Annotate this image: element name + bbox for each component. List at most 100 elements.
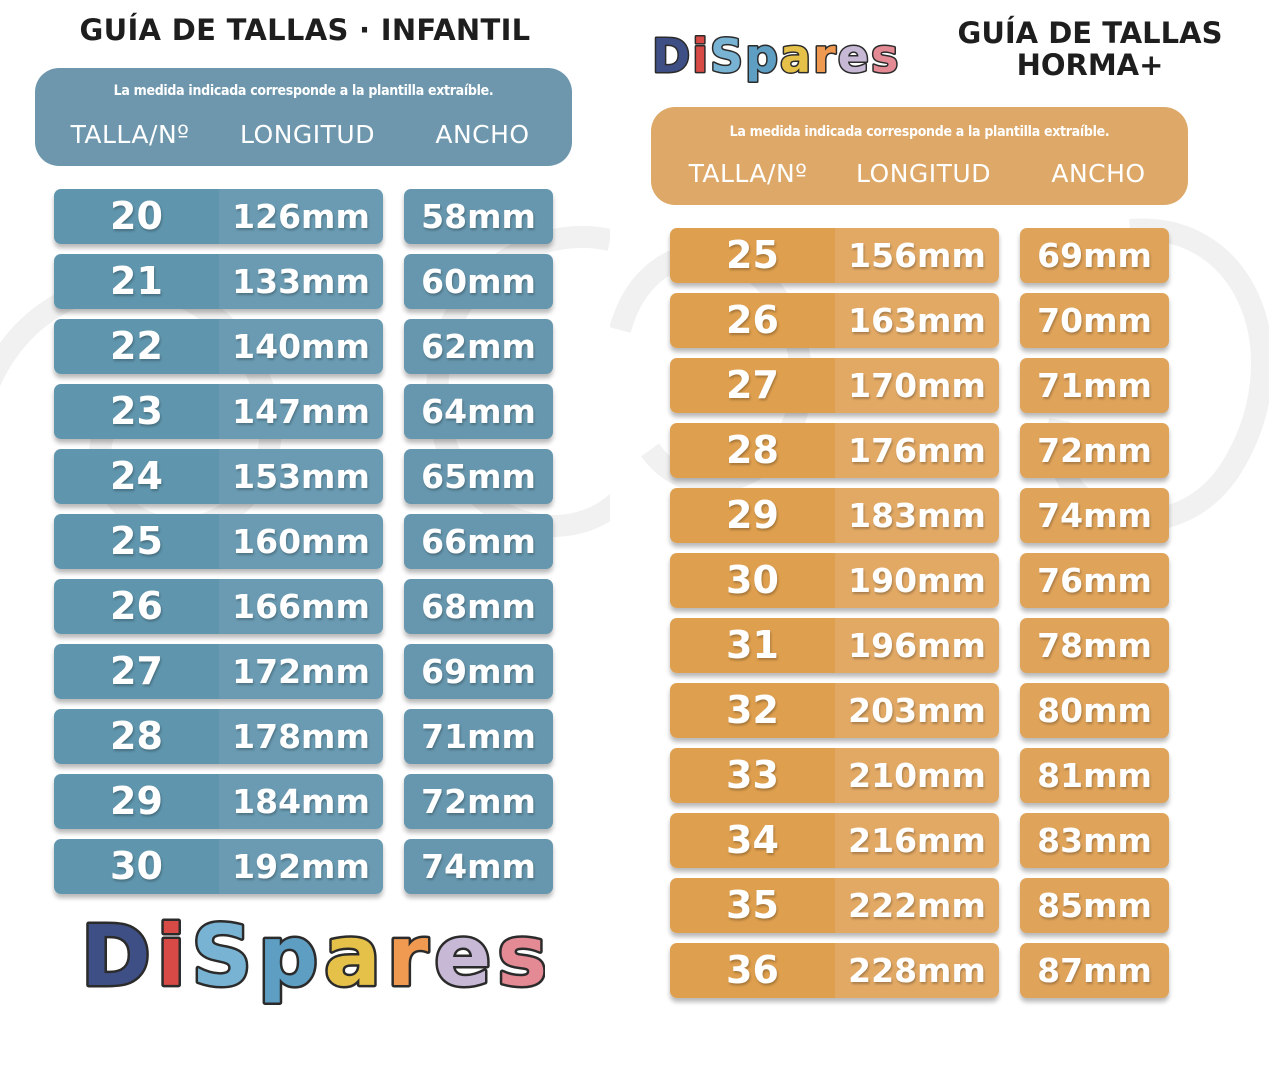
width-value: 74mm: [1037, 496, 1152, 535]
size-segment: [54, 839, 219, 894]
size-length-pill: 33 210mm: [670, 748, 999, 803]
right-size-row-35: 35 222mm 85mm: [610, 878, 1269, 933]
right-size-row-30: 30 190mm 76mm: [610, 553, 1269, 608]
left-size-row-30: 30 192mm 74mm: [0, 839, 610, 894]
logo-letter: r: [813, 29, 838, 83]
width-value: 69mm: [421, 652, 536, 691]
horma-size-guide-panel: DiSpares GUÍA DE TALLAS HORMA+ La medida…: [610, 0, 1269, 1069]
length-value: 228mm: [848, 951, 986, 990]
length-segment: [835, 423, 999, 478]
size-value: 30: [110, 844, 163, 888]
size-length-pill: 25 160mm: [54, 514, 383, 569]
length-segment: [219, 449, 383, 504]
right-size-row-25: 25 156mm 69mm: [610, 228, 1269, 283]
size-length-pill: 36 228mm: [670, 943, 999, 998]
width-pill: 70mm: [1020, 293, 1169, 348]
size-segment: [670, 618, 835, 673]
length-segment: [835, 228, 999, 283]
length-value: 172mm: [232, 652, 370, 691]
left-size-row-23: 23 147mm 64mm: [0, 384, 610, 439]
size-value: 30: [726, 558, 779, 602]
length-value: 163mm: [848, 301, 986, 340]
size-length-pill: 26 163mm: [670, 293, 999, 348]
logo-letter: S: [192, 907, 259, 1005]
left-size-row-25: 25 160mm 66mm: [0, 514, 610, 569]
width-pill: 66mm: [404, 514, 553, 569]
length-value: 126mm: [232, 197, 370, 236]
size-value: 23: [110, 389, 163, 433]
length-value: 192mm: [232, 847, 370, 886]
width-value: 85mm: [1037, 886, 1152, 925]
size-value: 27: [110, 649, 163, 693]
right-size-row-27: 27 170mm 71mm: [610, 358, 1269, 413]
width-pill: 69mm: [1020, 228, 1169, 283]
width-value: 81mm: [1037, 756, 1152, 795]
size-segment: [54, 774, 219, 829]
length-value: 160mm: [232, 522, 370, 561]
size-length-pill: 20 126mm: [54, 189, 383, 244]
logo-letter: S: [710, 29, 745, 83]
dispares-logo: DiSpares: [79, 905, 546, 1005]
size-value: 29: [726, 493, 779, 537]
size-segment: [670, 358, 835, 413]
length-value: 140mm: [232, 327, 370, 366]
right-size-row-36: 36 228mm 87mm: [610, 943, 1269, 998]
size-segment: [670, 813, 835, 868]
width-value: 72mm: [421, 782, 536, 821]
width-value: 71mm: [421, 717, 536, 756]
width-value: 87mm: [1037, 951, 1152, 990]
logo-letter: D: [652, 29, 692, 83]
right-size-row-32: 32 203mm 80mm: [610, 683, 1269, 738]
width-pill: 58mm: [404, 189, 553, 244]
kids-header-size: TALLA/Nº: [70, 120, 190, 149]
left-size-row-27: 27 172mm 69mm: [0, 644, 610, 699]
size-value: 21: [110, 259, 163, 303]
width-pill: 60mm: [404, 254, 553, 309]
right-size-row-29: 29 183mm 74mm: [610, 488, 1269, 543]
length-value: 147mm: [232, 392, 370, 431]
size-segment: [54, 189, 219, 244]
logo-letter: D: [81, 907, 157, 1005]
length-value: 176mm: [848, 431, 986, 470]
length-segment: [219, 644, 383, 699]
logo-letter: i: [692, 29, 710, 83]
horma-header-length: LONGITUD: [856, 159, 991, 188]
right-size-row-31: 31 196mm 78mm: [610, 618, 1269, 673]
size-length-pill: 26 166mm: [54, 579, 383, 634]
size-length-pill: 29 183mm: [670, 488, 999, 543]
size-segment: [54, 709, 219, 764]
size-length-pill: 27 170mm: [670, 358, 999, 413]
length-value: 183mm: [848, 496, 986, 535]
width-value: 80mm: [1037, 691, 1152, 730]
size-segment: [670, 878, 835, 933]
size-value: 29: [110, 779, 163, 823]
dispares-logo: DiSpares: [651, 28, 899, 85]
logo-letter: a: [780, 29, 813, 83]
width-pill: 85mm: [1020, 878, 1169, 933]
right-size-row-28: 28 176mm 72mm: [610, 423, 1269, 478]
length-value: 153mm: [232, 457, 370, 496]
size-value: 34: [726, 818, 779, 862]
width-pill: 81mm: [1020, 748, 1169, 803]
kids-header-width: ANCHO: [435, 120, 530, 149]
size-segment: [670, 748, 835, 803]
length-value: 156mm: [848, 236, 986, 275]
left-size-row-22: 22 140mm 62mm: [0, 319, 610, 374]
horma-header-size: TALLA/Nº: [688, 159, 808, 188]
size-value: 28: [726, 428, 779, 472]
length-value: 196mm: [848, 626, 986, 665]
size-length-pill: 22 140mm: [54, 319, 383, 374]
size-segment: [670, 943, 835, 998]
width-pill: 76mm: [1020, 553, 1169, 608]
size-value: 25: [726, 233, 779, 277]
length-segment: [835, 813, 999, 868]
left-size-row-20: 20 126mm 58mm: [0, 189, 610, 244]
logo-wordmark: DiSpares: [652, 29, 898, 83]
size-length-pill: 25 156mm: [670, 228, 999, 283]
width-value: 62mm: [421, 327, 536, 366]
size-value: 25: [110, 519, 163, 563]
left-size-row-24: 24 153mm 65mm: [0, 449, 610, 504]
size-length-pill: 31 196mm: [670, 618, 999, 673]
length-value: 178mm: [232, 717, 370, 756]
length-segment: [835, 748, 999, 803]
